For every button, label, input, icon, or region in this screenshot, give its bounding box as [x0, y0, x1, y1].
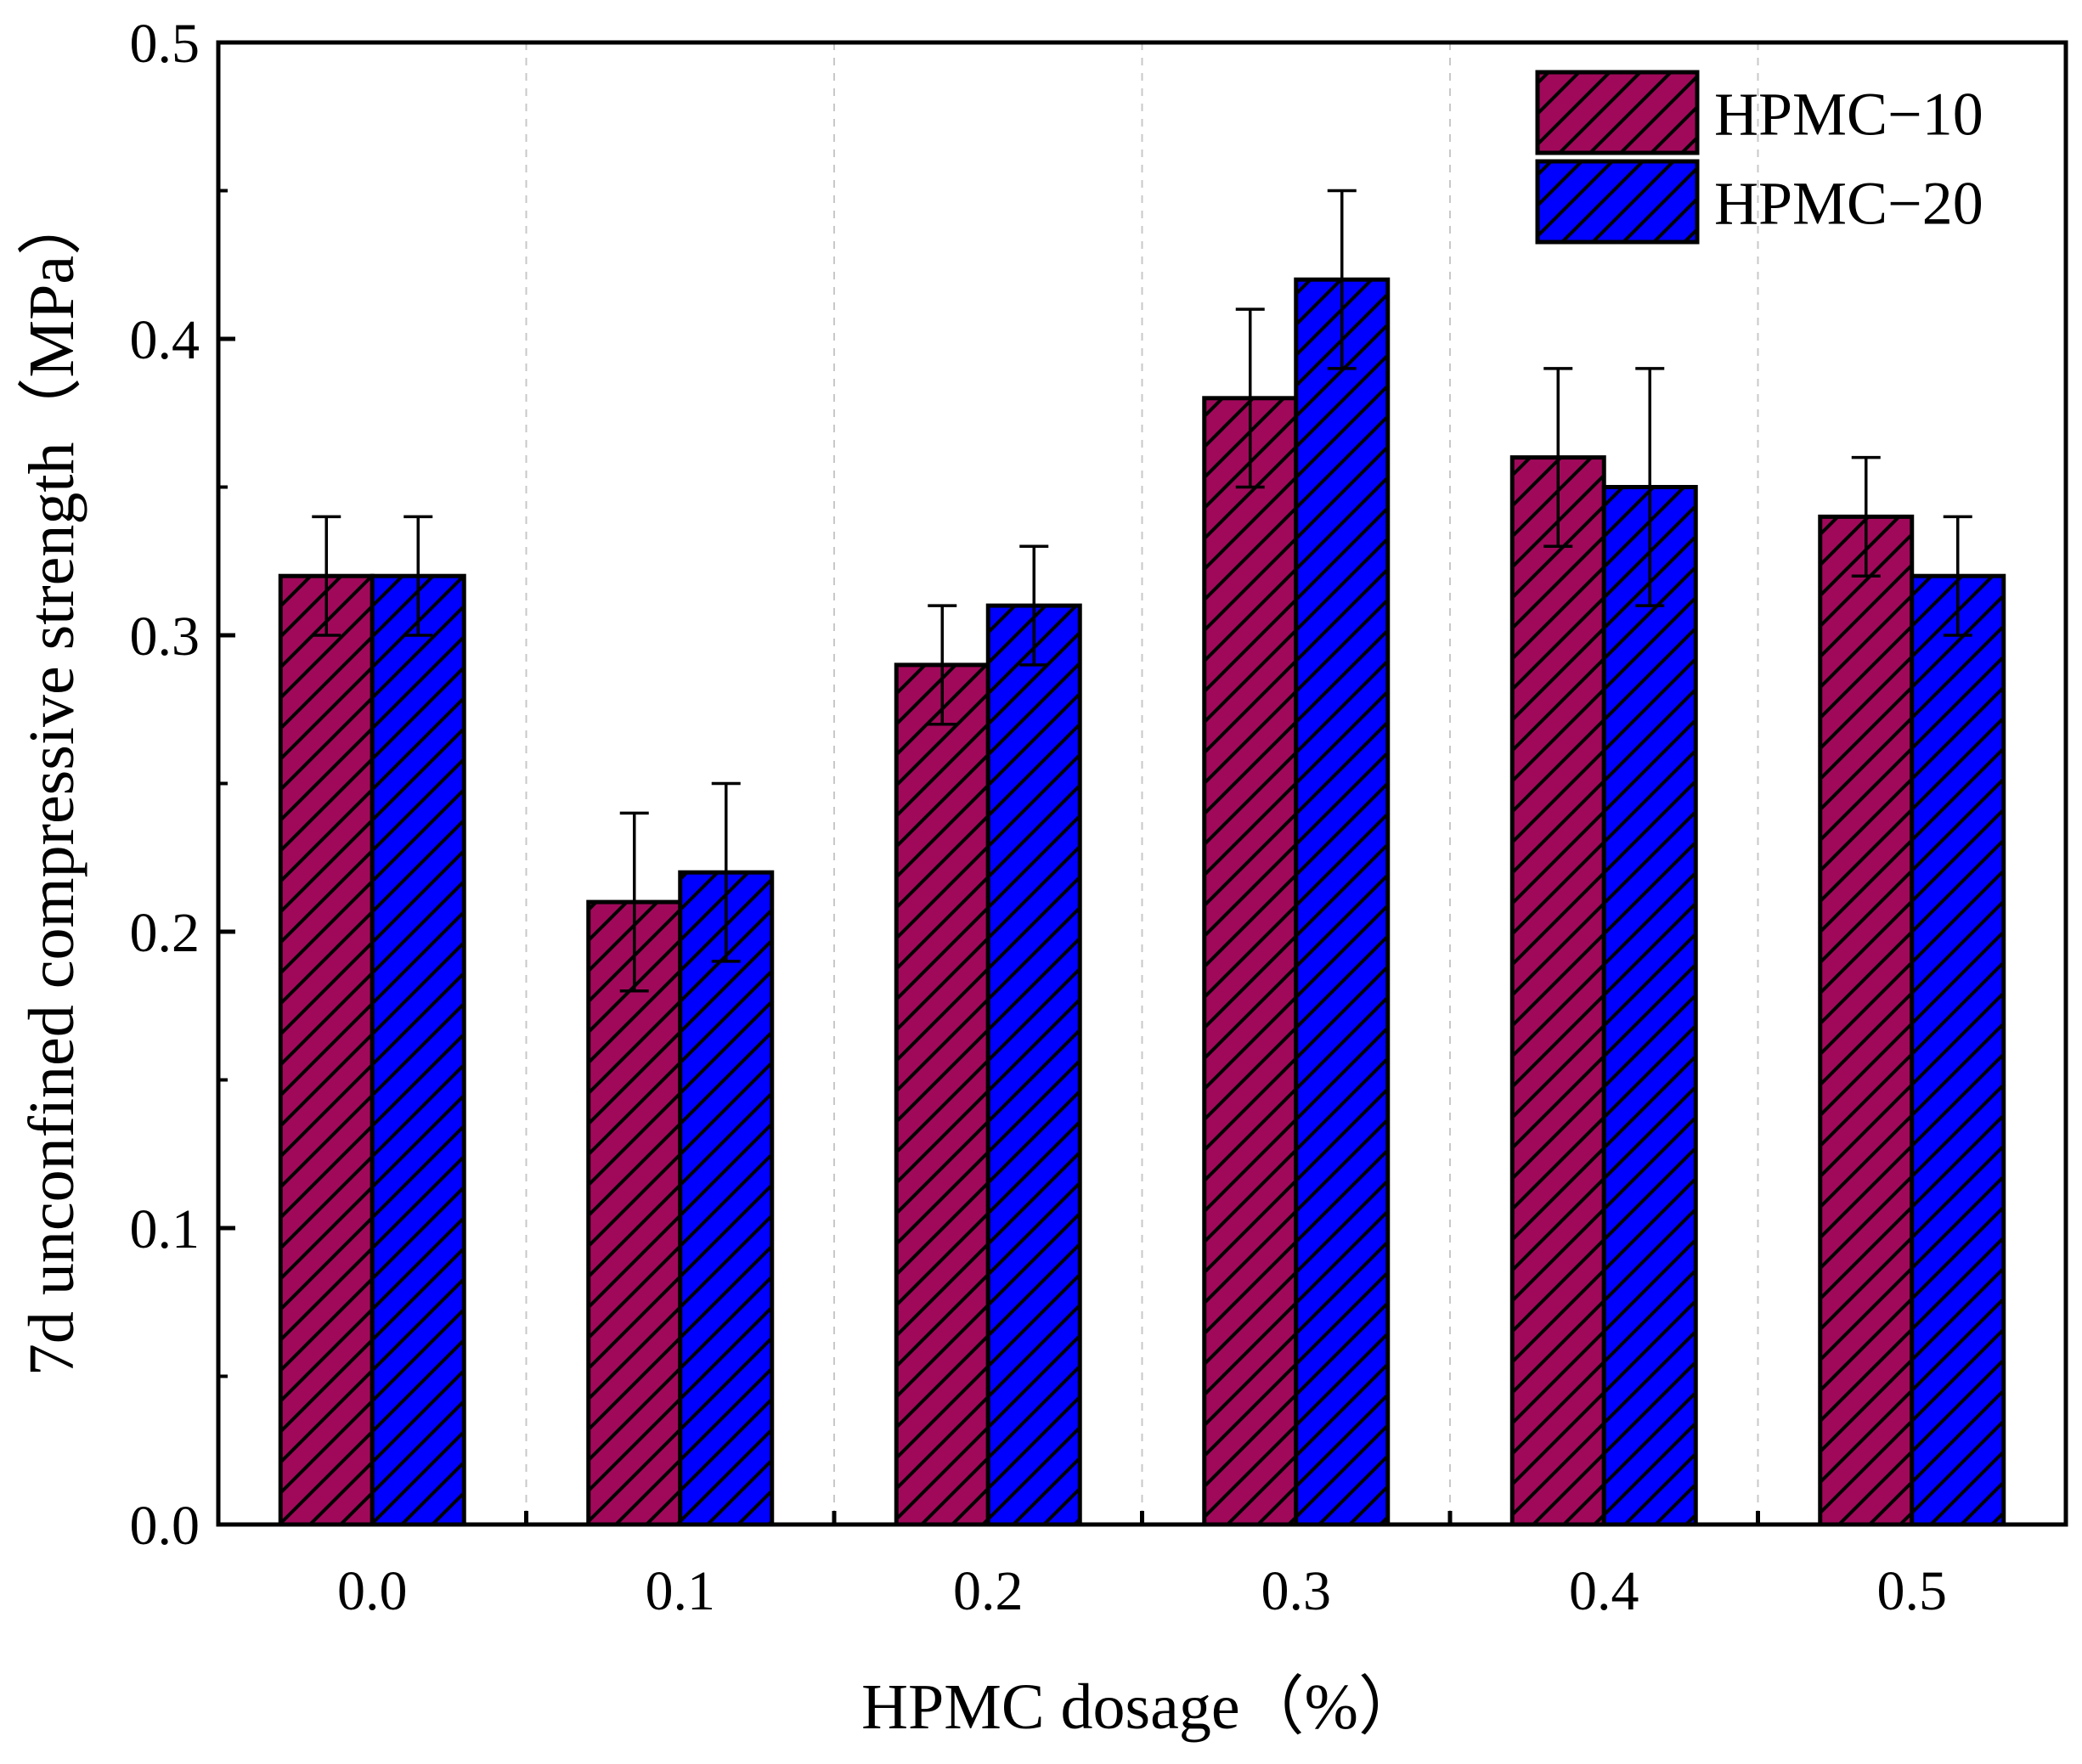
y-tick-label: 0.4	[130, 309, 200, 371]
x-axis: 0.0 0.1 0.2 0.3 0.4 0.5	[337, 1511, 1947, 1622]
bar-hatch	[278, 573, 375, 1527]
bar-hatch	[370, 573, 466, 1527]
y-tick-label: 0.0	[130, 1495, 200, 1557]
bar-hatch	[1910, 573, 2006, 1527]
y-tick-label: 0.2	[130, 902, 200, 964]
error-bars	[312, 189, 1972, 993]
bar-hatch	[1818, 514, 1915, 1527]
bar-hatch	[678, 870, 775, 1527]
bars	[278, 277, 2006, 1527]
bar-hatch	[1509, 455, 1606, 1527]
legend-label: HPMC−10	[1714, 81, 1983, 149]
y-axis: 0.0 0.1 0.2 0.3 0.4 0.5	[130, 13, 235, 1557]
bar-hatch	[586, 899, 683, 1527]
x-tick-label: 0.1	[646, 1560, 716, 1622]
legend-swatch-hatch	[1535, 70, 1700, 155]
y-axis-title: 7d unconfined compressive strength（MPa）	[16, 191, 87, 1376]
x-tick-label: 0.4	[1569, 1560, 1639, 1622]
y-tick-label: 0.5	[130, 13, 200, 75]
y-tick-label: 0.1	[130, 1198, 200, 1260]
bar-hatch	[1601, 485, 1698, 1527]
bar-hatch	[1294, 277, 1391, 1527]
legend-swatch-hatch	[1535, 159, 1700, 245]
legend: HPMC−10 HPMC−20	[1535, 70, 1983, 245]
grid-lines	[525, 42, 1759, 1524]
x-tick-label: 0.0	[337, 1560, 408, 1622]
x-tick-label: 0.5	[1877, 1560, 1948, 1622]
bar-hatch	[1202, 396, 1299, 1527]
bar-hatch	[894, 662, 990, 1527]
x-axis-title: HPMC dosage（%）	[861, 1671, 1423, 1743]
x-tick-label: 0.3	[1261, 1560, 1332, 1622]
y-tick-label: 0.3	[130, 606, 200, 668]
x-tick-label: 0.2	[953, 1560, 1024, 1622]
legend-label: HPMC−20	[1714, 170, 1983, 238]
bar-hatch	[985, 603, 1082, 1527]
